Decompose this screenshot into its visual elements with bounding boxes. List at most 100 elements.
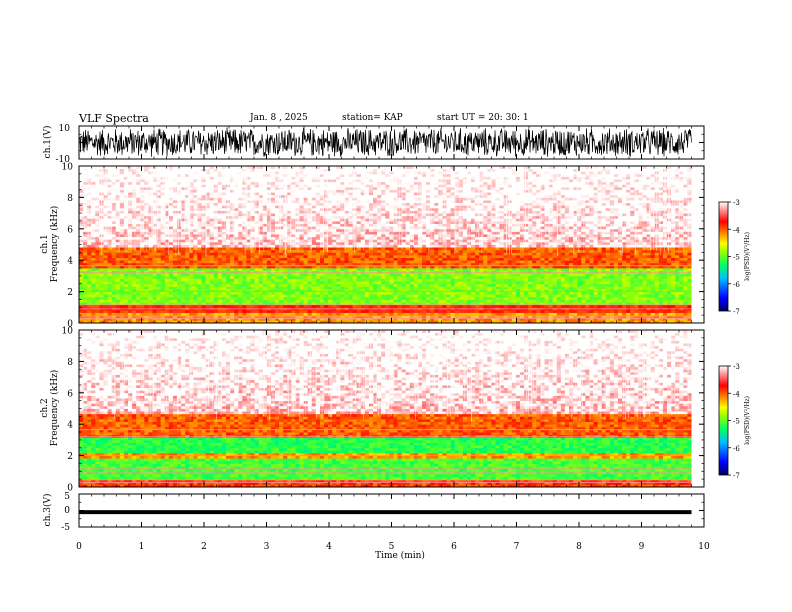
spectrogram-cell [291, 275, 296, 279]
spectrogram-cell [560, 270, 566, 274]
spectrogram-cell [242, 299, 247, 303]
spectrogram-cell [487, 275, 492, 279]
spectrogram-cell [609, 275, 615, 279]
spectrogram-cell [413, 286, 419, 290]
spectrogram-cell [564, 312, 570, 316]
spectrogram-cell [409, 320, 415, 324]
spectrogram-cell [319, 265, 325, 269]
spectrogram-cell [373, 257, 378, 261]
spectrogram-cell [462, 275, 468, 279]
spectrogram-cell [434, 286, 439, 290]
spectrogram-cell [536, 241, 541, 245]
spectrogram-cell [177, 299, 182, 303]
spectrogram-cell [140, 309, 145, 313]
spectrogram-cell [111, 278, 117, 282]
spectrogram-cell [107, 241, 113, 245]
spectrogram-cell [413, 299, 419, 303]
spectrogram-cell [577, 309, 582, 313]
spectrogram-cell [683, 241, 688, 245]
spectrogram-cell [332, 257, 337, 261]
spectrogram-cell [564, 244, 570, 248]
spectrogram-cell [679, 257, 684, 261]
spectrogram-cell [613, 299, 619, 303]
spectrogram-cell [507, 257, 513, 261]
spectrogram-cell [556, 299, 562, 303]
spectrogram-cell [352, 252, 358, 256]
spectrogram-cell [352, 304, 358, 308]
spectrogram-cell [230, 239, 235, 243]
spectrogram-cell [679, 320, 684, 324]
spectrogram-cell [123, 265, 129, 269]
spectrogram-cell [352, 296, 358, 300]
spectrogram-cell [103, 286, 108, 290]
spectrogram-cell [667, 291, 672, 295]
spectrogram-cell [111, 265, 117, 269]
spectrogram-cell [540, 241, 545, 245]
spectrogram-cell [381, 304, 386, 308]
spectrogram-cell [613, 309, 619, 313]
spectrogram-cell [136, 257, 141, 261]
spectrogram-cell [258, 291, 264, 295]
spectrogram-cell [172, 270, 178, 274]
spectrogram-cell [360, 304, 366, 308]
spectrogram-cell [368, 304, 374, 308]
spectrogram-cell [483, 257, 488, 261]
spectrogram-cell [205, 281, 211, 285]
spectrogram-cell [597, 281, 603, 285]
spectrogram-cell [368, 249, 374, 253]
spectrogram-cell [270, 254, 276, 258]
spectrogram-cell [532, 260, 537, 264]
spectrogram-cell [683, 283, 688, 287]
spectrogram-cell [438, 286, 443, 290]
spectrogram-cell [630, 309, 635, 313]
spectrogram-cell [79, 268, 84, 272]
spectrogram-cell [140, 275, 145, 279]
spectrogram-cell [446, 239, 451, 243]
spectrogram-cell [87, 291, 92, 295]
spectrogram-cell [119, 312, 125, 316]
spectrogram-cell [242, 241, 247, 245]
spectrogram-cell [389, 281, 394, 285]
spectrogram-cell [585, 286, 590, 290]
spectrogram-cell [442, 296, 447, 300]
spectrogram-cell [356, 273, 362, 277]
spectrogram-cell [340, 257, 345, 261]
spectrogram-cell [393, 270, 398, 274]
spectrogram-cell [675, 244, 680, 248]
spectrogram-cell [356, 320, 362, 324]
spectrogram-cell [205, 315, 211, 319]
spectrogram-cell [193, 262, 198, 266]
spectrogram-cell [556, 294, 562, 298]
spectrogram-cell [132, 252, 137, 256]
spectrogram-cell [115, 244, 121, 248]
spectrogram-cell [283, 299, 288, 303]
spectrogram-cell [315, 302, 321, 306]
spectrogram-cell [577, 294, 582, 298]
spectrogram-cell [319, 275, 325, 279]
spectrogram-cell [385, 302, 390, 306]
spectrogram-cell [569, 309, 574, 313]
spectrogram-cell [658, 320, 664, 324]
spectrogram-cell [148, 244, 153, 248]
spectrogram-cell [385, 317, 390, 321]
spectrogram-cell [275, 247, 280, 251]
spectrogram-cell [103, 304, 108, 308]
spectrogram-cell [515, 312, 521, 316]
spectrogram-cell [87, 270, 92, 274]
spectrogram-cell [503, 294, 509, 298]
spectrogram-cell [283, 304, 288, 308]
spectrogram-cell [524, 283, 529, 287]
spectrogram-cell [687, 294, 692, 298]
spectrogram-cell [401, 247, 407, 251]
spectrogram-cell [503, 241, 509, 245]
spectrogram-cell [103, 320, 108, 324]
spectrogram-cell [471, 273, 476, 277]
spectrogram-cell [654, 309, 660, 313]
spectrogram-cell [340, 302, 345, 306]
spectrogram-cell [283, 268, 288, 272]
spectrogram-cell [254, 299, 260, 303]
spectrogram-cell [303, 283, 309, 287]
spectrogram-cell [119, 299, 125, 303]
spectrogram-cell [475, 257, 480, 261]
spectrogram-cell [189, 257, 194, 261]
